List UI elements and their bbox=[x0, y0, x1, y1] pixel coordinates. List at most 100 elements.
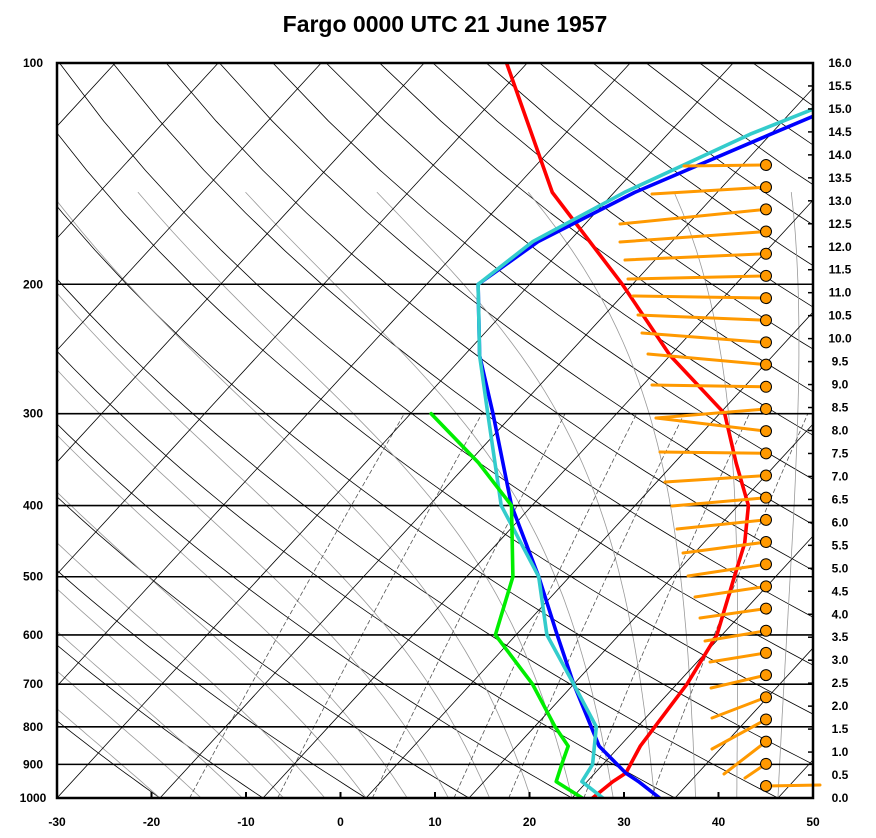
height-tick-label: 14.0 bbox=[828, 148, 852, 162]
dry-adiabat bbox=[112, 63, 813, 618]
background-lines bbox=[0, 63, 813, 798]
height-tick-label: 3.0 bbox=[832, 653, 849, 667]
wind-barb-circle bbox=[760, 669, 772, 682]
moist-adiabat bbox=[137, 192, 573, 798]
moist-adiabat bbox=[376, 192, 655, 798]
wind-barb-circle bbox=[760, 513, 772, 526]
height-tick-label: 1.0 bbox=[832, 745, 849, 759]
isotherm bbox=[571, 535, 813, 798]
pressure-tick-label: 100 bbox=[23, 56, 43, 70]
dry-adiabat bbox=[379, 63, 813, 393]
dry-adiabat bbox=[57, 720, 161, 798]
height-tick-label: 8.0 bbox=[832, 424, 849, 438]
wind-barb-shaft bbox=[646, 352, 768, 367]
height-tick-label: 11.5 bbox=[829, 263, 852, 277]
isotherm bbox=[674, 647, 813, 798]
isotherm bbox=[57, 63, 734, 798]
height-axis-ticks: 16.0 15.5 15.0 14.5 14.0 13.5 13.0 12.5 12.0 11.5… bbox=[808, 56, 852, 805]
wind-barb-shaft bbox=[636, 313, 768, 322]
wind-barb-circle bbox=[760, 469, 772, 482]
wind-barb-shaft bbox=[631, 294, 768, 300]
wind-barb-shaft bbox=[654, 407, 768, 420]
height-tick-label: 11.0 bbox=[829, 286, 852, 300]
dry-adiabat bbox=[57, 132, 813, 715]
height-tick-label: 10.0 bbox=[828, 332, 852, 346]
wind-barb-shaft bbox=[623, 252, 768, 262]
x-tick-label: 40 bbox=[712, 815, 726, 829]
x-tick-label: 20 bbox=[523, 815, 537, 829]
wind-barb-shaft bbox=[650, 185, 768, 196]
moist-adiabat bbox=[57, 200, 532, 798]
moist-adiabat bbox=[57, 708, 161, 798]
wind-barb-shaft bbox=[710, 717, 768, 751]
wind-barb-circle bbox=[760, 203, 772, 216]
wind-barb-circle bbox=[760, 624, 772, 637]
dry-adiabat bbox=[539, 63, 813, 267]
moist-adiabat bbox=[57, 588, 284, 798]
dry-adiabat bbox=[57, 350, 676, 798]
wind-barb-circle bbox=[760, 336, 772, 349]
wind-barb-circle bbox=[760, 757, 772, 770]
height-tick-label: 8.5 bbox=[832, 401, 849, 415]
isotherm bbox=[468, 423, 813, 798]
isotherm bbox=[777, 759, 813, 798]
dry-adiabat bbox=[57, 496, 470, 798]
height-tick-label: 1.5 bbox=[832, 722, 849, 736]
wind-barb-circle bbox=[760, 380, 772, 393]
wind-barb-circle bbox=[760, 646, 772, 659]
dry-adiabat bbox=[219, 63, 813, 525]
pressure-tick-label: 200 bbox=[23, 277, 43, 291]
pressure-axis-ticks: 100 200 300 400 500 600 700 800 900 1000 bbox=[20, 56, 47, 805]
height-tick-label: 10.5 bbox=[828, 309, 852, 323]
wind-barb-shaft bbox=[640, 331, 768, 344]
wind-barb-circle bbox=[760, 425, 772, 438]
wind-barb-circle bbox=[760, 735, 772, 748]
dry-adiabat bbox=[57, 423, 573, 798]
height-tick-label: 5.5 bbox=[832, 538, 849, 552]
pressure-tick-label: 800 bbox=[23, 720, 43, 734]
isotherm bbox=[57, 63, 425, 463]
isotherm bbox=[57, 63, 322, 351]
height-tick-label: 4.5 bbox=[832, 584, 849, 598]
pressure-tick-label: 900 bbox=[23, 757, 43, 771]
moist-adiabat bbox=[57, 292, 490, 798]
wind-barb-circle bbox=[760, 602, 772, 615]
isotherm bbox=[57, 63, 219, 239]
chart-title: Fargo 0000 UTC 21 June 1957 bbox=[283, 11, 608, 37]
pressure-tick-label: 500 bbox=[23, 570, 43, 584]
wind-barb-circle bbox=[760, 358, 772, 371]
height-tick-label: 0.5 bbox=[832, 768, 849, 782]
height-tick-label: 15.0 bbox=[828, 102, 852, 116]
wind-barb-circle bbox=[760, 159, 772, 171]
wind-barb-circle bbox=[760, 558, 772, 571]
moist-adiabat bbox=[57, 542, 326, 798]
wind-barb-shaft bbox=[658, 450, 768, 455]
height-tick-label: 2.5 bbox=[832, 676, 849, 690]
wind-barb-shaft bbox=[663, 474, 768, 484]
x-tick-label: 0 bbox=[337, 815, 344, 829]
pressure-tick-label: 600 bbox=[23, 628, 43, 642]
isotherm bbox=[57, 63, 528, 575]
height-tick-label: 3.5 bbox=[832, 630, 849, 644]
wind-barb-circle bbox=[760, 691, 772, 704]
wind-barb-shaft bbox=[764, 783, 822, 788]
wind-barb-circle bbox=[760, 181, 772, 194]
wind-barb-circle bbox=[760, 402, 772, 415]
isobar-lines bbox=[57, 283, 813, 799]
wind-barb-circle bbox=[760, 536, 772, 549]
wind-barb-shaft bbox=[709, 673, 768, 690]
isotherm bbox=[0, 63, 12, 798]
wind-barb-shaft bbox=[693, 584, 768, 599]
wind-barb-shaft bbox=[710, 695, 768, 720]
moist-adiabat bbox=[777, 192, 800, 798]
mixing-ratio-line bbox=[189, 413, 405, 798]
height-tick-label: 2.0 bbox=[832, 699, 849, 713]
wind-barb-shaft bbox=[698, 607, 768, 620]
x-tick-label: -10 bbox=[237, 815, 255, 829]
pressure-tick-label: 300 bbox=[23, 407, 43, 421]
dry-adiabat bbox=[57, 569, 367, 798]
wind-barb-shaft bbox=[618, 230, 768, 244]
dry-adiabat bbox=[57, 205, 813, 765]
moist-adiabat bbox=[57, 491, 367, 798]
